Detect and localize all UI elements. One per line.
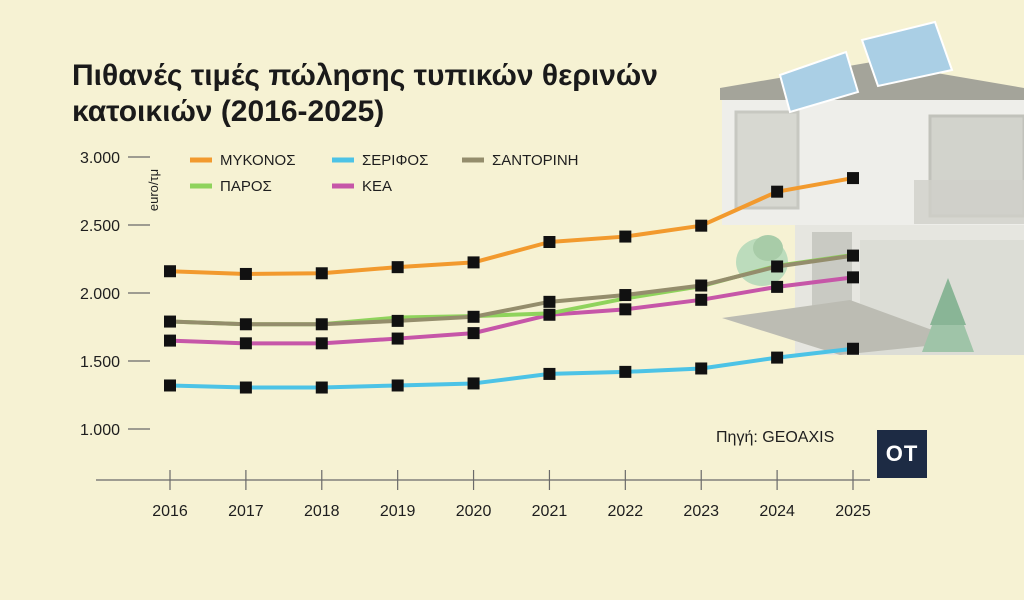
data-point (847, 271, 859, 284)
house-illustration (720, 20, 1024, 355)
data-point (695, 219, 708, 232)
data-point (771, 260, 784, 273)
data-point (467, 377, 480, 390)
data-point (619, 303, 632, 316)
data-point (315, 267, 328, 280)
legend-label: ΚΕΑ (362, 178, 392, 195)
data-point (543, 367, 556, 380)
y-tick-label: 3.000 (80, 150, 120, 167)
x-tick-label: 2023 (683, 503, 719, 520)
solar-panel-1 (778, 50, 860, 114)
data-point (543, 308, 556, 321)
series-line (168, 176, 855, 276)
series-markers (164, 172, 859, 394)
data-point (619, 230, 632, 243)
y-tick-label: 2.000 (80, 286, 120, 303)
legend-label: ΜΥΚΟΝΟΣ (220, 152, 295, 169)
x-tick-label: 2019 (380, 503, 416, 520)
data-point (164, 334, 176, 347)
data-point (695, 279, 708, 292)
data-point (164, 379, 176, 392)
data-point (771, 351, 784, 364)
data-point (239, 337, 252, 350)
x-tick-label: 2017 (228, 503, 264, 520)
data-point (695, 293, 708, 306)
data-point (164, 265, 176, 278)
data-point (619, 365, 632, 378)
data-point (847, 342, 859, 355)
chart-title: Πιθανές τιμές πώλησης τυπικών θερινών κα… (72, 59, 658, 128)
legend: ΜΥΚΟΝΟΣ ΠΑΡΟΣ ΣΕΡΙΦΟΣ ΚΕΑ ΣΑΝΤΟΡΙΝΗ (190, 152, 579, 195)
data-point (239, 318, 252, 331)
x-tick-label: 2018 (304, 503, 340, 520)
data-point (315, 381, 328, 394)
series-lines (168, 176, 855, 390)
data-point (847, 172, 859, 185)
data-point (391, 332, 404, 345)
house-deck (722, 300, 965, 355)
data-point (543, 236, 556, 248)
publisher-logo: OT (877, 430, 927, 478)
data-point (315, 337, 328, 350)
house-balcony (914, 180, 1024, 224)
legend-label: ΣΑΝΤΟΡΙΝΗ (492, 152, 579, 169)
data-point (467, 256, 480, 269)
x-tick-label: 2024 (759, 503, 795, 520)
source-label: Πηγή: GEOAXIS (716, 429, 835, 446)
data-point (543, 295, 556, 308)
y-axis: 1.000 1.500 2.000 2.500 3.000 (80, 150, 150, 439)
data-point (391, 379, 404, 392)
data-point (239, 381, 252, 394)
data-point (239, 267, 252, 280)
data-point (391, 314, 404, 327)
x-tick-label: 2021 (532, 503, 568, 520)
y-tick-label: 2.500 (80, 218, 120, 235)
y-tick-label: 1.000 (80, 422, 120, 439)
x-tick-label: 2022 (608, 503, 644, 520)
data-point (391, 261, 404, 274)
y-axis-title: euro/τμ (146, 169, 161, 211)
x-tick-label: 2020 (456, 503, 492, 520)
x-axis: 2016 2017 2018 2019 2020 2021 2022 2023 2024 2025 (152, 470, 871, 520)
data-point (467, 327, 480, 340)
house-upper-window (734, 110, 800, 210)
data-point (771, 280, 784, 293)
data-point (164, 315, 176, 328)
data-point (695, 362, 708, 375)
data-point (847, 249, 859, 262)
series-line (168, 346, 855, 390)
x-tick-label: 2016 (152, 503, 188, 520)
bush-top (753, 235, 783, 261)
y-tick-label: 1.500 (80, 354, 120, 371)
data-point (619, 289, 632, 302)
legend-label: ΠΑΡΟΣ (220, 178, 272, 195)
series-line (168, 275, 855, 346)
tree-top (930, 278, 966, 325)
data-point (315, 318, 328, 331)
data-point (467, 310, 480, 323)
x-tick-label: 2025 (835, 503, 871, 520)
solar-panel-2 (860, 20, 954, 88)
series-line (168, 253, 855, 327)
data-point (771, 185, 784, 198)
legend-label: ΣΕΡΙΦΟΣ (362, 152, 428, 169)
